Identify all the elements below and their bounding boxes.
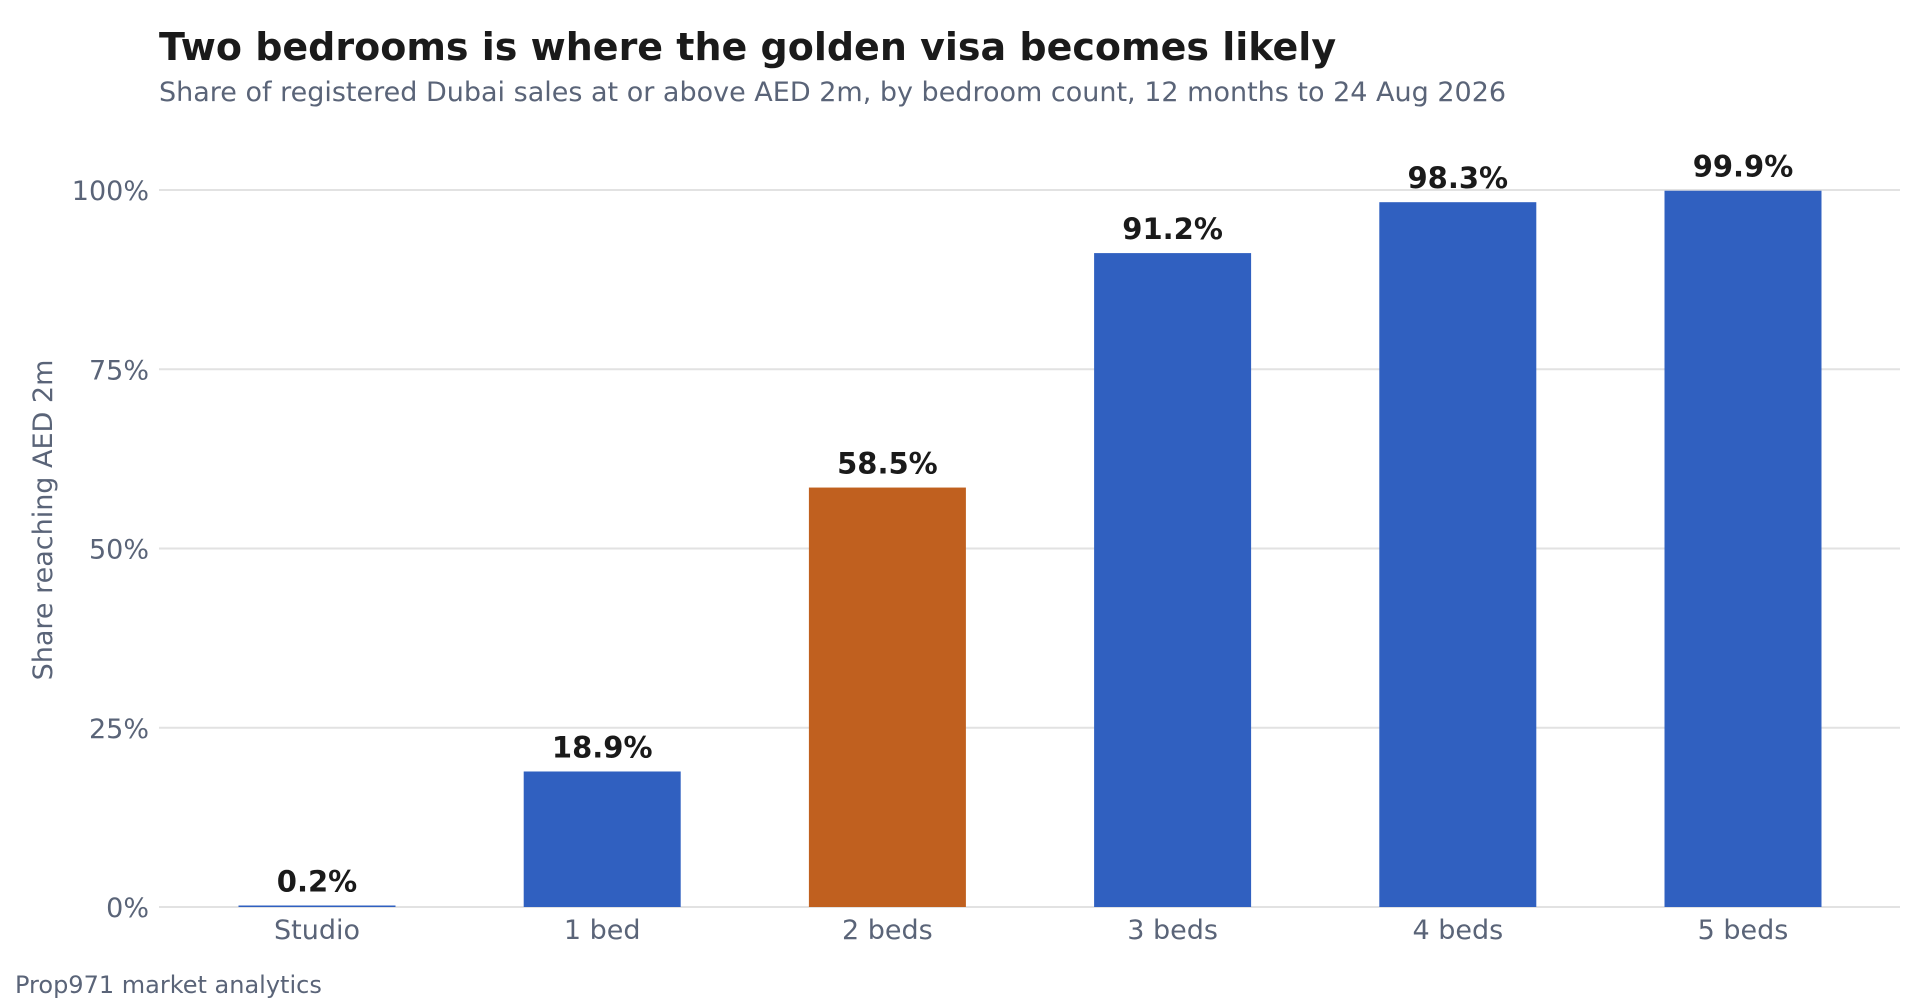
- y-tick-label: 25%: [89, 714, 149, 745]
- bars: [238, 190, 1822, 908]
- data-label: 58.5%: [837, 447, 938, 481]
- y-tick-label: 75%: [89, 355, 149, 386]
- data-label: 0.2%: [277, 865, 357, 899]
- y-axis-ticks: 0% 25% 50% 75% 100%: [72, 176, 149, 924]
- x-tick-label: 3 beds: [1127, 915, 1218, 946]
- data-label: 18.9%: [552, 730, 653, 764]
- x-tick-label: 5 beds: [1698, 915, 1789, 946]
- y-tick-label: 50%: [89, 535, 149, 566]
- bar: [1664, 190, 1822, 908]
- x-tick-label: 4 beds: [1412, 915, 1503, 946]
- y-tick-label: 100%: [72, 176, 149, 207]
- chart-subtitle: Share of registered Dubai sales at or ab…: [159, 77, 1506, 108]
- bar: [238, 905, 396, 907]
- gridlines: [159, 189, 1900, 908]
- bar: [1379, 202, 1537, 908]
- data-label: 91.2%: [1122, 212, 1223, 246]
- x-tick-label: 1 bed: [564, 915, 641, 946]
- x-tick-label: Studio: [274, 915, 360, 946]
- bar: [523, 771, 681, 907]
- y-axis-label: Share reaching AED 2m: [28, 360, 59, 681]
- data-labels: 0.2% 18.9% 58.5% 91.2% 98.3% 99.9%: [277, 150, 1794, 899]
- x-tick-label: 2 beds: [842, 915, 933, 946]
- data-label: 99.9%: [1693, 150, 1794, 184]
- source-note: Prop971 market analytics: [15, 971, 322, 999]
- x-axis-ticks: Studio 1 bed 2 beds 3 beds 4 beds 5 beds: [274, 915, 1788, 946]
- chart-title: Two bedrooms is where the golden visa be…: [159, 25, 1336, 69]
- bar: [808, 487, 966, 907]
- bar: [1094, 253, 1252, 907]
- data-label: 98.3%: [1407, 161, 1508, 195]
- y-tick-label: 0%: [106, 893, 149, 924]
